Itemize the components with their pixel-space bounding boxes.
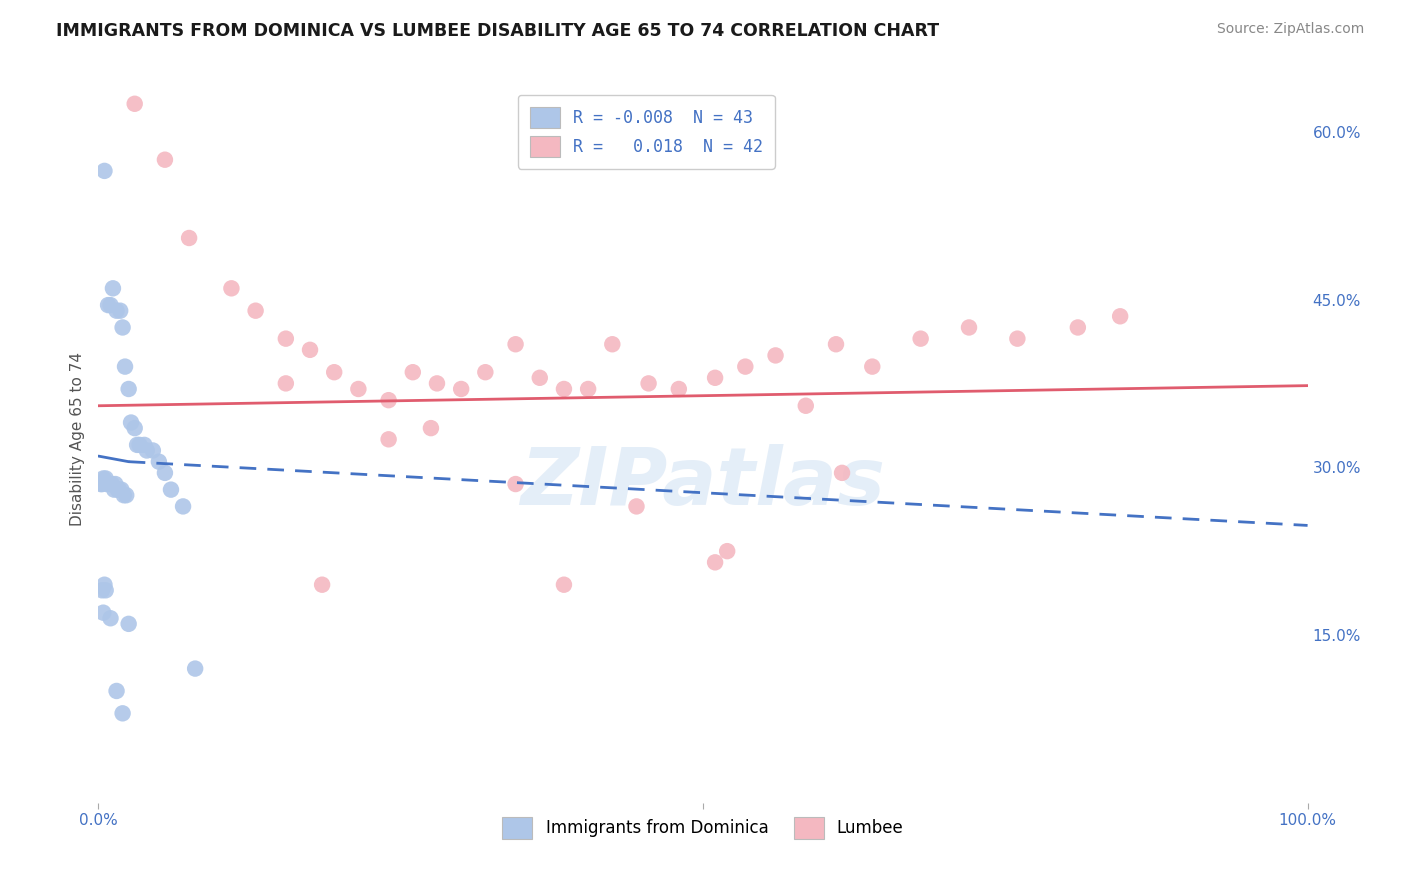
Point bbox=[765, 348, 787, 362]
Point bbox=[1109, 310, 1132, 324]
Point bbox=[127, 438, 149, 452]
Point bbox=[96, 477, 118, 491]
Point bbox=[134, 438, 156, 452]
Point bbox=[124, 421, 146, 435]
Point bbox=[105, 684, 128, 698]
Point bbox=[734, 359, 756, 374]
Point bbox=[274, 376, 297, 391]
Point bbox=[347, 382, 370, 396]
Point bbox=[1007, 332, 1029, 346]
Point bbox=[111, 320, 134, 334]
Point bbox=[274, 332, 297, 346]
Text: ZIPatlas: ZIPatlas bbox=[520, 444, 886, 522]
Text: IMMIGRANTS FROM DOMINICA VS LUMBEE DISABILITY AGE 65 TO 74 CORRELATION CHART: IMMIGRANTS FROM DOMINICA VS LUMBEE DISAB… bbox=[56, 22, 939, 40]
Point bbox=[108, 303, 131, 318]
Point bbox=[245, 303, 267, 318]
Point bbox=[91, 471, 114, 485]
Point bbox=[825, 337, 848, 351]
Point bbox=[957, 320, 980, 334]
Point bbox=[101, 281, 124, 295]
Point bbox=[626, 500, 648, 514]
Point bbox=[794, 399, 817, 413]
Point bbox=[704, 555, 727, 569]
Point bbox=[98, 477, 121, 491]
Point bbox=[529, 371, 551, 385]
Point bbox=[184, 662, 207, 676]
Point bbox=[128, 438, 150, 452]
Point bbox=[105, 303, 128, 318]
Point bbox=[1067, 320, 1090, 334]
Point bbox=[107, 483, 129, 497]
Point bbox=[474, 365, 496, 379]
Point bbox=[142, 443, 165, 458]
Point bbox=[179, 231, 201, 245]
Point bbox=[148, 455, 170, 469]
Point bbox=[704, 371, 727, 385]
Point bbox=[668, 382, 690, 396]
Point bbox=[402, 365, 425, 379]
Point bbox=[426, 376, 449, 391]
Point bbox=[637, 376, 659, 391]
Point bbox=[910, 332, 932, 346]
Point bbox=[153, 466, 176, 480]
Point bbox=[505, 337, 527, 351]
Point bbox=[602, 337, 624, 351]
Y-axis label: Disability Age 65 to 74: Disability Age 65 to 74 bbox=[69, 352, 84, 526]
Point bbox=[450, 382, 472, 396]
Point bbox=[112, 488, 135, 502]
Point bbox=[118, 382, 141, 396]
Point bbox=[97, 298, 120, 312]
Point bbox=[716, 544, 738, 558]
Point bbox=[108, 483, 131, 497]
Point bbox=[124, 96, 146, 111]
Point bbox=[115, 488, 138, 502]
Legend: Immigrants from Dominica, Lumbee: Immigrants from Dominica, Lumbee bbox=[496, 811, 910, 846]
Point bbox=[860, 359, 883, 374]
Point bbox=[172, 500, 194, 514]
Point bbox=[94, 583, 117, 598]
Point bbox=[100, 477, 122, 491]
Point bbox=[93, 164, 115, 178]
Point bbox=[120, 416, 142, 430]
Point bbox=[505, 477, 527, 491]
Point bbox=[311, 578, 333, 592]
Point bbox=[91, 477, 114, 491]
Point bbox=[831, 466, 853, 480]
Point bbox=[553, 382, 575, 396]
Point bbox=[104, 477, 127, 491]
Point bbox=[94, 471, 117, 485]
Point bbox=[91, 606, 114, 620]
Point bbox=[299, 343, 322, 357]
Point bbox=[420, 421, 443, 435]
Point bbox=[377, 393, 399, 408]
Point bbox=[110, 483, 132, 497]
Point bbox=[100, 298, 122, 312]
Point bbox=[91, 583, 114, 598]
Point bbox=[118, 616, 141, 631]
Point bbox=[576, 382, 599, 396]
Point bbox=[103, 483, 125, 497]
Point bbox=[93, 578, 115, 592]
Point bbox=[114, 359, 136, 374]
Text: Source: ZipAtlas.com: Source: ZipAtlas.com bbox=[1216, 22, 1364, 37]
Point bbox=[111, 706, 134, 721]
Point bbox=[100, 611, 122, 625]
Point bbox=[90, 477, 112, 491]
Point bbox=[153, 153, 176, 167]
Point bbox=[135, 443, 157, 458]
Point bbox=[221, 281, 243, 295]
Point bbox=[553, 578, 575, 592]
Point bbox=[377, 432, 399, 446]
Point bbox=[160, 483, 183, 497]
Point bbox=[323, 365, 346, 379]
